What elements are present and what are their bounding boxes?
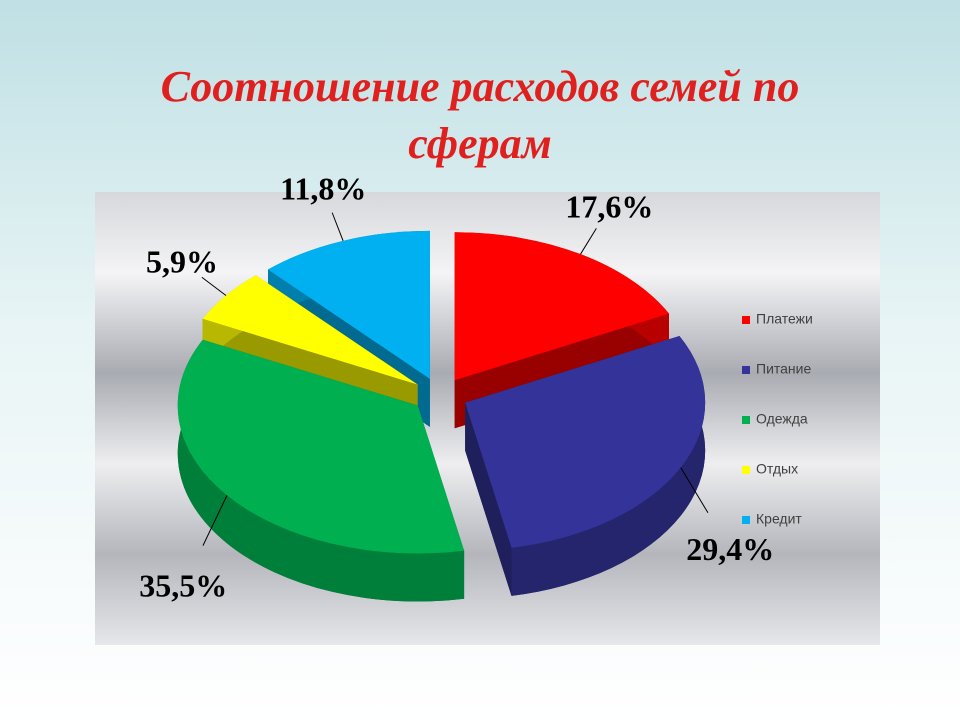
slice — [177, 339, 465, 554]
legend-swatch — [742, 516, 750, 524]
legend-swatch — [742, 316, 750, 324]
legend-label: Отдых — [756, 461, 798, 477]
slice-side — [511, 335, 706, 596]
slice — [465, 335, 706, 596]
slice — [465, 335, 706, 548]
leader-line — [580, 228, 597, 255]
value-label: 17,6% — [565, 188, 653, 224]
leader-line — [201, 276, 227, 296]
legend-swatch — [742, 416, 750, 424]
legend-label: Одежда — [756, 411, 808, 427]
slice — [202, 275, 418, 385]
legend-swatch — [742, 366, 750, 374]
slice-wall — [465, 402, 512, 596]
value-label: 35,5% — [139, 568, 227, 604]
legend-label: Питание — [756, 361, 811, 377]
slice — [454, 232, 669, 381]
leader-line — [202, 495, 228, 546]
slice — [268, 230, 430, 379]
value-label: 29,4% — [686, 531, 774, 567]
legend-swatch — [742, 466, 750, 474]
legend-label: Платежи — [756, 311, 813, 327]
slice-side — [177, 339, 465, 602]
leader-line — [680, 467, 709, 514]
value-label: 5,9% — [146, 243, 218, 279]
legend-label: Кредит — [756, 511, 802, 527]
value-label: 11,8% — [280, 171, 366, 207]
chart-title: Соотношение расходов семей по сферам — [160, 62, 800, 169]
slice — [177, 339, 465, 602]
leader-line — [331, 212, 344, 242]
